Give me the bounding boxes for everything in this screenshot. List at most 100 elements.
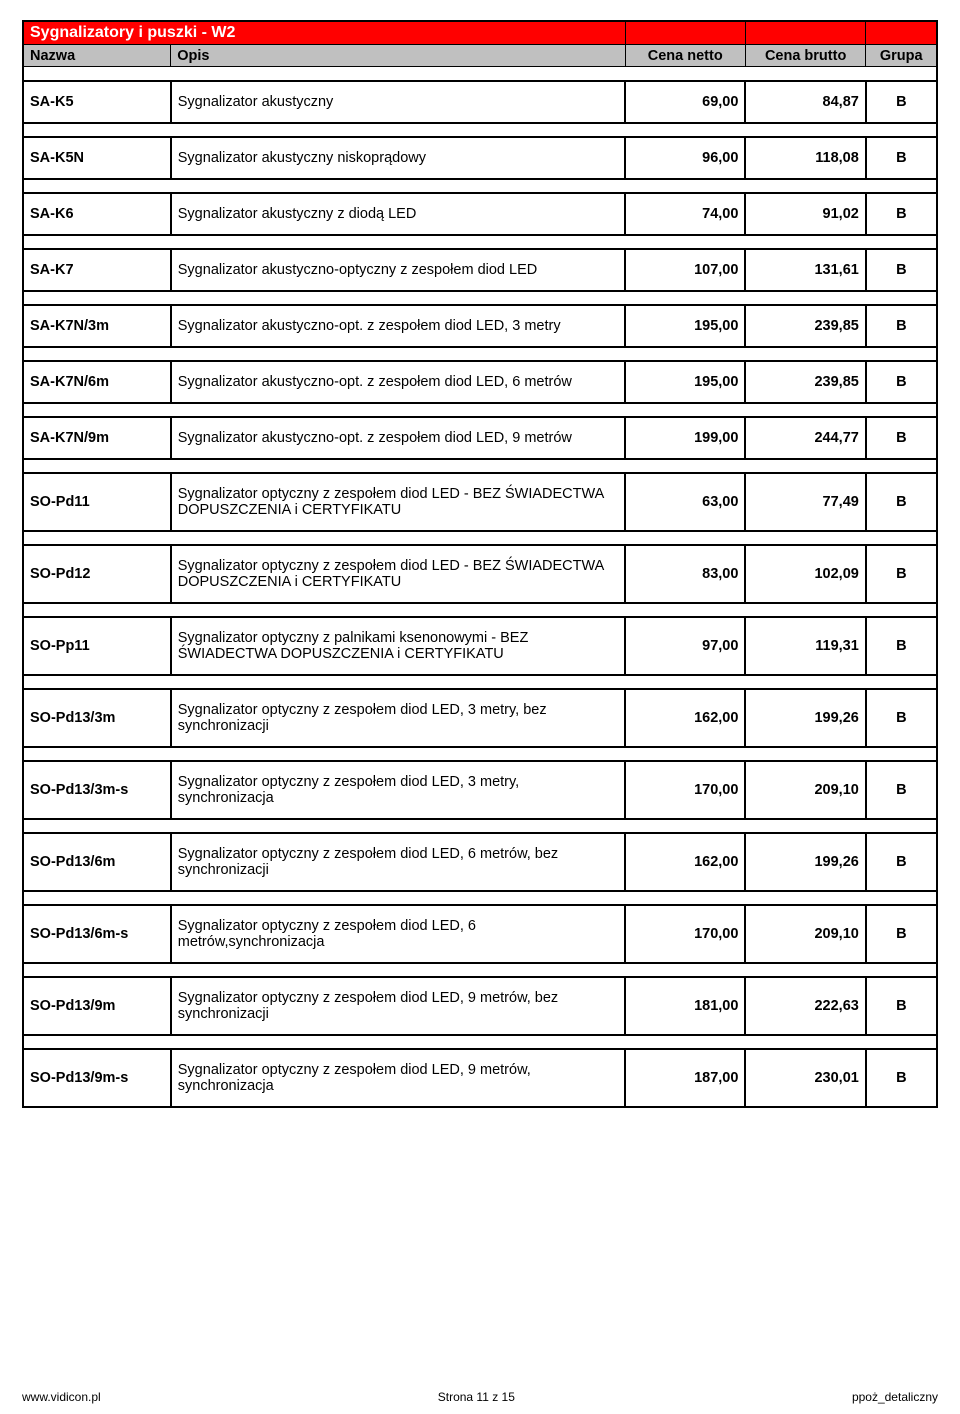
cell-desc: Sygnalizator akustyczno-optyczny z zespo…: [171, 249, 625, 291]
row-spacer: [23, 819, 937, 833]
table-row: SA-K7N/3mSygnalizator akustyczno-opt. z …: [23, 305, 937, 347]
cell-name: SO-Pd13/6m: [23, 833, 171, 891]
cell-net: 83,00: [625, 545, 745, 603]
cell-name: SA-K5: [23, 81, 171, 123]
cell-gross: 199,26: [745, 689, 865, 747]
section-title: Sygnalizatory i puszki - W2: [23, 21, 625, 45]
cell-desc: Sygnalizator optyczny z zespołem diod LE…: [171, 761, 625, 819]
cell-group: B: [866, 193, 937, 235]
row-spacer: [23, 675, 937, 689]
footer-left: www.vidicon.pl: [22, 1390, 101, 1404]
cell-net: 170,00: [625, 905, 745, 963]
cell-net: 96,00: [625, 137, 745, 179]
row-spacer: [23, 1035, 937, 1049]
cell-net: 187,00: [625, 1049, 745, 1107]
cell-desc: Sygnalizator optyczny z zespołem diod LE…: [171, 905, 625, 963]
row-spacer: [23, 179, 937, 193]
cell-desc: Sygnalizator akustyczny niskoprądowy: [171, 137, 625, 179]
table-row: SO-Pd13/9m-sSygnalizator optyczny z zesp…: [23, 1049, 937, 1107]
cell-gross: 91,02: [745, 193, 865, 235]
title-empty-2: [745, 21, 865, 45]
row-spacer: [23, 347, 937, 361]
header-desc: Opis: [171, 45, 625, 67]
cell-name: SA-K7: [23, 249, 171, 291]
cell-gross: 84,87: [745, 81, 865, 123]
cell-net: 170,00: [625, 761, 745, 819]
table-row: SA-K7N/6mSygnalizator akustyczno-opt. z …: [23, 361, 937, 403]
cell-desc: Sygnalizator optyczny z zespołem diod LE…: [171, 977, 625, 1035]
table-row: SA-K7Sygnalizator akustyczno-optyczny z …: [23, 249, 937, 291]
cell-desc: Sygnalizator optyczny z palnikami ksenon…: [171, 617, 625, 675]
page-footer: www.vidicon.pl Strona 11 z 15 ppoż_detal…: [0, 1390, 960, 1404]
header-group: Grupa: [866, 45, 937, 67]
cell-group: B: [866, 1049, 937, 1107]
row-spacer: [23, 963, 937, 977]
cell-name: SA-K7N/6m: [23, 361, 171, 403]
cell-desc: Sygnalizator optyczny z zespołem diod LE…: [171, 689, 625, 747]
footer-right: ppoż_detaliczny: [852, 1390, 938, 1404]
header-row: Nazwa Opis Cena netto Cena brutto Grupa: [23, 45, 937, 67]
cell-name: SO-Pd11: [23, 473, 171, 531]
cell-name: SO-Pd13/3m-s: [23, 761, 171, 819]
cell-group: B: [866, 137, 937, 179]
cell-name: SO-Pd13/6m-s: [23, 905, 171, 963]
cell-net: 195,00: [625, 305, 745, 347]
table-row: SA-K5Sygnalizator akustyczny69,0084,87B: [23, 81, 937, 123]
cell-group: B: [866, 81, 937, 123]
cell-gross: 77,49: [745, 473, 865, 531]
table-row: SA-K6Sygnalizator akustyczny z diodą LED…: [23, 193, 937, 235]
header-net: Cena netto: [625, 45, 745, 67]
title-empty-3: [866, 21, 937, 45]
cell-name: SO-Pd13/9m: [23, 977, 171, 1035]
cell-gross: 102,09: [745, 545, 865, 603]
cell-gross: 239,85: [745, 361, 865, 403]
table-row: SA-K5NSygnalizator akustyczny niskoprądo…: [23, 137, 937, 179]
row-spacer: [23, 67, 937, 81]
header-name: Nazwa: [23, 45, 171, 67]
cell-group: B: [866, 689, 937, 747]
cell-name: SO-Pd12: [23, 545, 171, 603]
cell-name: SO-Pd13/9m-s: [23, 1049, 171, 1107]
cell-net: 63,00: [625, 473, 745, 531]
cell-net: 107,00: [625, 249, 745, 291]
cell-desc: Sygnalizator optyczny z zespołem diod LE…: [171, 545, 625, 603]
cell-desc: Sygnalizator optyczny z zespołem diod LE…: [171, 1049, 625, 1107]
row-spacer: [23, 531, 937, 545]
cell-net: 97,00: [625, 617, 745, 675]
cell-gross: 222,63: [745, 977, 865, 1035]
cell-net: 69,00: [625, 81, 745, 123]
cell-gross: 244,77: [745, 417, 865, 459]
cell-desc: Sygnalizator optyczny z zespołem diod LE…: [171, 473, 625, 531]
table-row: SO-Pd13/3mSygnalizator optyczny z zespoł…: [23, 689, 937, 747]
cell-gross: 118,08: [745, 137, 865, 179]
cell-net: 74,00: [625, 193, 745, 235]
cell-desc: Sygnalizator optyczny z zespołem diod LE…: [171, 833, 625, 891]
table-row: SO-Pd13/9mSygnalizator optyczny z zespoł…: [23, 977, 937, 1035]
cell-name: SA-K7N/9m: [23, 417, 171, 459]
table-row: SO-Pd11Sygnalizator optyczny z zespołem …: [23, 473, 937, 531]
row-spacer: [23, 603, 937, 617]
cell-group: B: [866, 545, 937, 603]
table-row: SO-Pd12Sygnalizator optyczny z zespołem …: [23, 545, 937, 603]
row-spacer: [23, 459, 937, 473]
cell-name: SO-Pp11: [23, 617, 171, 675]
cell-net: 195,00: [625, 361, 745, 403]
cell-gross: 230,01: [745, 1049, 865, 1107]
cell-group: B: [866, 361, 937, 403]
row-spacer: [23, 123, 937, 137]
cell-group: B: [866, 617, 937, 675]
cell-name: SA-K6: [23, 193, 171, 235]
cell-group: B: [866, 417, 937, 459]
table-row: SA-K7N/9mSygnalizator akustyczno-opt. z …: [23, 417, 937, 459]
cell-group: B: [866, 305, 937, 347]
row-spacer: [23, 891, 937, 905]
title-row: Sygnalizatory i puszki - W2: [23, 21, 937, 45]
row-spacer: [23, 403, 937, 417]
cell-gross: 209,10: [745, 761, 865, 819]
cell-desc: Sygnalizator akustyczny: [171, 81, 625, 123]
cell-gross: 131,61: [745, 249, 865, 291]
cell-gross: 239,85: [745, 305, 865, 347]
cell-group: B: [866, 833, 937, 891]
cell-group: B: [866, 977, 937, 1035]
cell-net: 181,00: [625, 977, 745, 1035]
